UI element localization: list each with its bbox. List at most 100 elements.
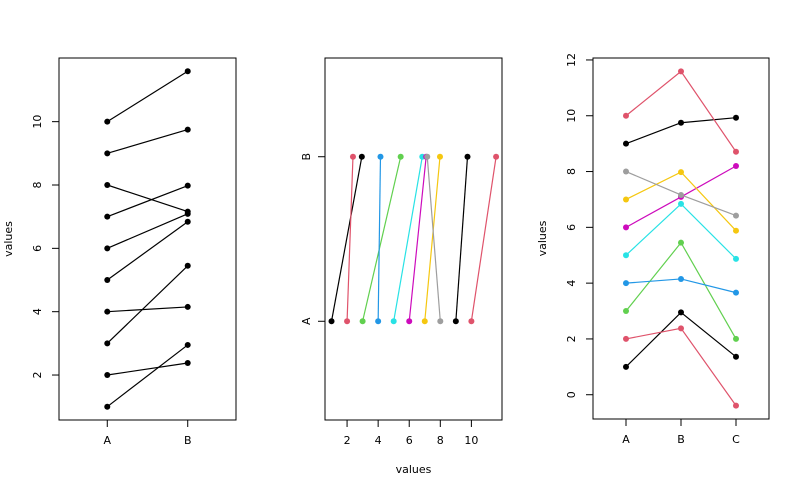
point — [678, 119, 684, 126]
point — [344, 318, 351, 325]
point — [464, 153, 471, 160]
y-tick-label: 10 — [31, 115, 44, 129]
point — [678, 325, 684, 332]
point — [184, 341, 191, 348]
plot-box — [592, 57, 770, 420]
y-tick-label: 12 — [565, 53, 578, 67]
point — [104, 150, 111, 157]
point — [468, 318, 475, 325]
y-axis-label: values — [2, 221, 15, 257]
y-tick-label: 2 — [31, 372, 44, 379]
y-tick-label: 6 — [565, 224, 578, 231]
x-tick-label: B — [677, 433, 685, 446]
series-line — [424, 156, 441, 322]
y-tick-label: 10 — [565, 109, 578, 123]
point — [358, 153, 365, 160]
series-line — [107, 306, 188, 313]
point — [104, 277, 111, 284]
point — [623, 252, 629, 259]
point — [184, 218, 191, 225]
point — [104, 182, 111, 189]
series-line — [408, 156, 427, 322]
point — [359, 318, 366, 325]
point — [678, 169, 684, 176]
point — [421, 318, 428, 325]
y-tick-label: 4 — [565, 280, 578, 287]
point — [733, 353, 739, 360]
series-line — [346, 156, 354, 322]
x-axis-label: values — [396, 463, 432, 476]
point — [733, 402, 739, 409]
series-line — [625, 311, 737, 368]
series-line — [106, 70, 189, 123]
point — [623, 335, 629, 342]
series-line — [377, 156, 382, 322]
point — [104, 372, 111, 379]
point — [733, 255, 739, 262]
point — [184, 68, 191, 75]
series-line — [106, 265, 189, 344]
x-tick-label: B — [184, 434, 192, 447]
y-tick-label: 0 — [565, 391, 578, 398]
point — [104, 340, 111, 347]
point — [733, 227, 739, 234]
series-line — [625, 70, 737, 153]
point — [436, 153, 443, 160]
series-line — [106, 221, 189, 281]
x-tick-label: 10 — [464, 434, 478, 447]
point — [104, 213, 111, 220]
series-line — [330, 156, 363, 322]
plot-box — [324, 57, 503, 421]
point — [406, 318, 413, 325]
point — [104, 118, 111, 125]
point — [184, 126, 191, 133]
point — [424, 153, 431, 160]
series-line — [455, 156, 469, 322]
y-tick-label: 2 — [565, 335, 578, 342]
point — [623, 363, 629, 370]
point — [349, 153, 356, 160]
point — [678, 68, 684, 75]
x-tick-label: C — [732, 433, 740, 446]
point — [678, 191, 684, 198]
series-line — [362, 156, 402, 322]
point — [623, 308, 629, 315]
series-line — [107, 213, 188, 249]
point — [104, 245, 111, 252]
point — [733, 162, 739, 169]
x-tick-label: 6 — [406, 434, 413, 447]
y-tick-label: 8 — [565, 168, 578, 175]
series-line — [106, 344, 189, 408]
y-axis-label: values — [536, 220, 549, 256]
series-line — [393, 156, 423, 322]
series-line — [107, 362, 188, 376]
point — [184, 208, 191, 215]
point — [623, 140, 629, 147]
y-tick-label: 8 — [31, 182, 44, 189]
series-line — [625, 203, 737, 260]
x-tick-label: 4 — [375, 434, 382, 447]
x-tick-label: 8 — [437, 434, 444, 447]
point — [733, 114, 739, 121]
plot-box — [58, 57, 237, 421]
point — [184, 262, 191, 269]
point — [733, 289, 739, 296]
point — [623, 224, 629, 231]
point — [678, 309, 684, 316]
point — [623, 196, 629, 203]
point — [623, 168, 629, 175]
point — [397, 153, 404, 160]
point — [452, 318, 459, 325]
y-tick-label: 4 — [31, 308, 44, 315]
series-line — [426, 156, 441, 322]
x-tick-label: 2 — [344, 434, 351, 447]
series-line — [470, 156, 497, 322]
y-tick-label: A — [300, 317, 313, 325]
point — [733, 212, 739, 219]
point — [184, 182, 191, 189]
point — [328, 318, 335, 325]
point — [623, 280, 629, 287]
x-tick-label: A — [104, 434, 112, 447]
point — [623, 112, 629, 119]
